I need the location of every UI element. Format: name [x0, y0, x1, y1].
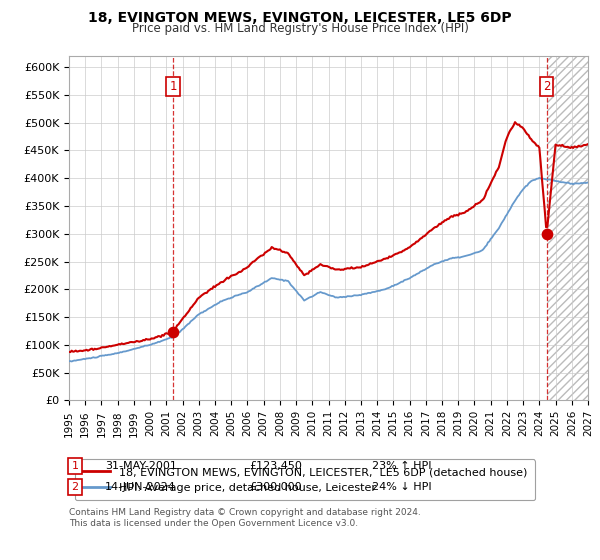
Text: 24% ↓ HPI: 24% ↓ HPI	[372, 482, 431, 492]
Text: 14-JUN-2024: 14-JUN-2024	[105, 482, 176, 492]
Legend: 18, EVINGTON MEWS, EVINGTON, LEICESTER,  LE5 6DP (detached house), HPI: Average : 18, EVINGTON MEWS, EVINGTON, LEICESTER, …	[74, 459, 535, 501]
Bar	[547, 56, 591, 400]
Text: 31-MAY-2001: 31-MAY-2001	[105, 461, 177, 471]
Point	[168, 328, 178, 337]
Text: Contains HM Land Registry data © Crown copyright and database right 2024.
This d: Contains HM Land Registry data © Crown c…	[69, 508, 421, 528]
Bar	[547, 56, 591, 400]
Text: 2: 2	[543, 80, 550, 93]
Text: £123,450: £123,450	[249, 461, 302, 471]
Text: 2: 2	[71, 482, 79, 492]
Text: 1: 1	[169, 80, 177, 93]
Text: 18, EVINGTON MEWS, EVINGTON, LEICESTER, LE5 6DP: 18, EVINGTON MEWS, EVINGTON, LEICESTER, …	[88, 11, 512, 25]
Text: £300,000: £300,000	[249, 482, 302, 492]
Text: 23% ↑ HPI: 23% ↑ HPI	[372, 461, 431, 471]
Point	[542, 229, 551, 238]
Text: Price paid vs. HM Land Registry's House Price Index (HPI): Price paid vs. HM Land Registry's House …	[131, 22, 469, 35]
Text: 1: 1	[71, 461, 79, 471]
